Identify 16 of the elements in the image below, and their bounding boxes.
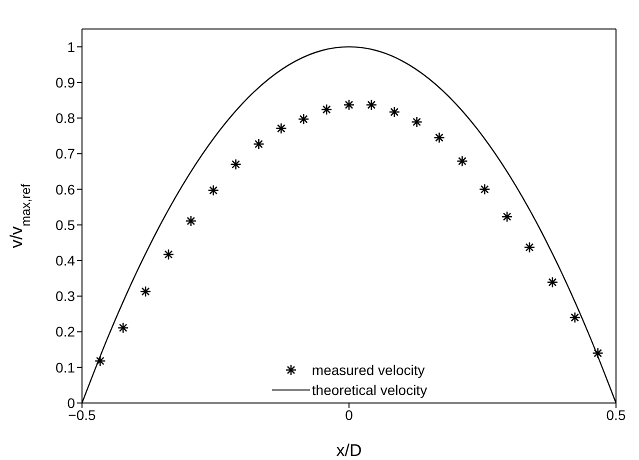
y-tick-label: 0.7	[56, 146, 76, 162]
y-tick-label: 0.8	[56, 110, 76, 126]
legend-label: measured velocity	[312, 362, 425, 378]
y-tick-label: 0.1	[56, 359, 76, 376]
y-tick-label: 1	[67, 38, 76, 55]
x-axis-title: x/D	[336, 441, 362, 460]
x-tick-label: 0.5	[606, 406, 626, 423]
y-tick-label: 0.3	[56, 288, 76, 304]
y-tick-label: 0.6	[56, 181, 76, 198]
x-tick-label: 0	[345, 406, 354, 423]
y-tick-label: 0.5	[56, 216, 76, 233]
y-tick-label: 0.4	[56, 252, 76, 268]
legend-label: theoretical velocity	[312, 382, 428, 398]
y-tick-label: 0.9	[56, 74, 76, 90]
y-tick-label: 0.2	[56, 324, 76, 340]
y-tick-label: 0	[67, 394, 76, 411]
